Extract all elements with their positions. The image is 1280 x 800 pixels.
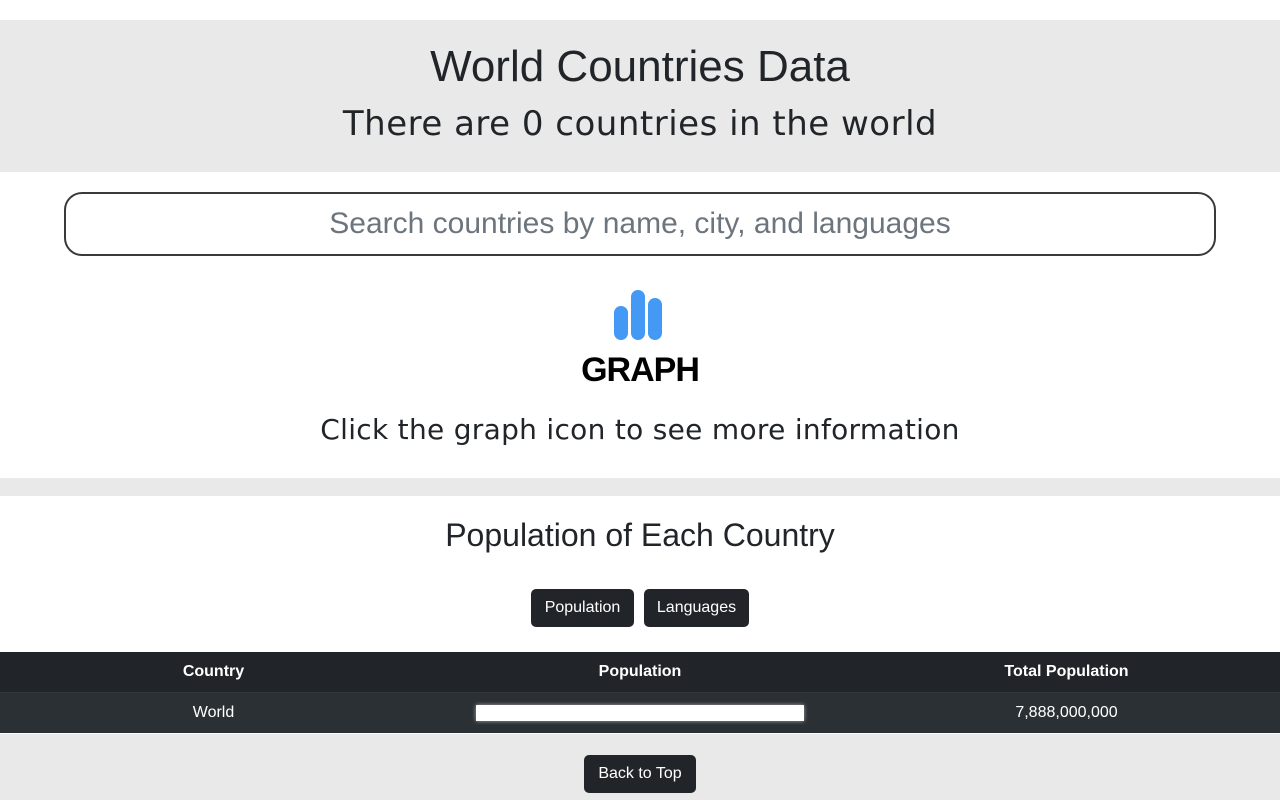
page-title: World Countries Data	[430, 42, 850, 91]
country-cell: World	[0, 692, 427, 733]
graph-button[interactable]: GRAPH	[580, 286, 700, 390]
search-input[interactable]	[64, 192, 1216, 256]
population-bar-track	[476, 704, 804, 721]
bar-chart-icon	[614, 290, 662, 340]
page-header: World Countries Data There are 0 countri…	[0, 20, 1280, 172]
section-title: Population of Each Country	[445, 517, 835, 553]
section-divider	[0, 478, 1280, 496]
total-population-cell: 7,888,000,000	[853, 692, 1280, 733]
languages-tab-button[interactable]: Languages	[644, 589, 749, 627]
country-count-subtitle: There are 0 countries in the world	[342, 104, 938, 144]
population-bar	[476, 704, 804, 721]
table-header-row: Country Population Total Population	[0, 652, 1280, 693]
population-table: Country Population Total Population Worl…	[0, 652, 1280, 733]
population-tab-button[interactable]: Population	[531, 589, 634, 627]
header-population: Population	[427, 652, 853, 693]
table-row: World 7,888,000,000	[0, 692, 1280, 733]
graph-label: GRAPH	[581, 351, 700, 389]
header-total-population: Total Population	[853, 652, 1280, 693]
page-footer: Back to Top	[0, 734, 1280, 800]
back-to-top-button[interactable]: Back to Top	[584, 755, 696, 793]
header-country: Country	[0, 652, 427, 693]
graph-hint-text: Click the graph icon to see more informa…	[320, 413, 960, 446]
population-bar-cell	[427, 692, 853, 733]
